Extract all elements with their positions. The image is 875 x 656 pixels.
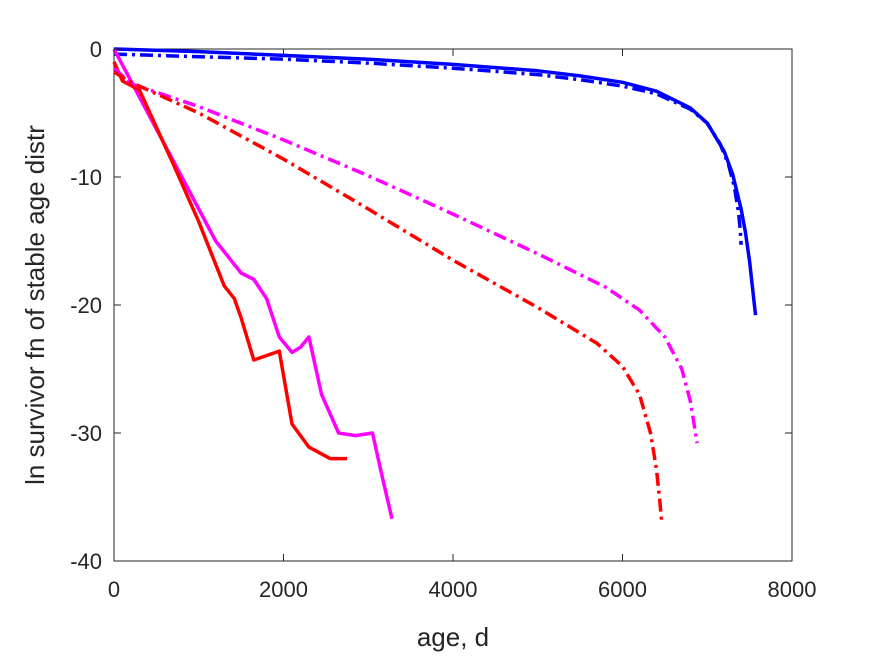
x-tick-label: 0: [108, 577, 120, 602]
y-axis-label: ln survivor fn of stable age distr: [20, 125, 50, 485]
x-tick-label: 4000: [429, 577, 478, 602]
y-tick-label: 0: [90, 37, 102, 62]
x-tick-labels: 0 2000 4000 6000 8000: [108, 577, 817, 602]
x-tick-label: 6000: [598, 577, 647, 602]
series-line-4: [112, 61, 348, 461]
y-tick-label: -40: [70, 549, 102, 574]
y-tick-labels: -40 -30 -20 -10 0: [70, 37, 102, 574]
x-tick-label: 2000: [259, 577, 308, 602]
x-axis-label: age, d: [417, 622, 489, 652]
series-line-2: [113, 52, 743, 245]
x-tick-label: 8000: [768, 577, 817, 602]
series-line-3: [112, 48, 394, 520]
y-tick-label: -10: [70, 165, 102, 190]
series-line-5: [112, 66, 699, 444]
ticks-layer: [113, 48, 793, 562]
series-line-6: [113, 70, 664, 521]
y-tick-label: -20: [70, 293, 102, 318]
y-tick-label: -30: [70, 421, 102, 446]
series-layer: [112, 47, 758, 521]
plot-area: [113, 48, 793, 562]
